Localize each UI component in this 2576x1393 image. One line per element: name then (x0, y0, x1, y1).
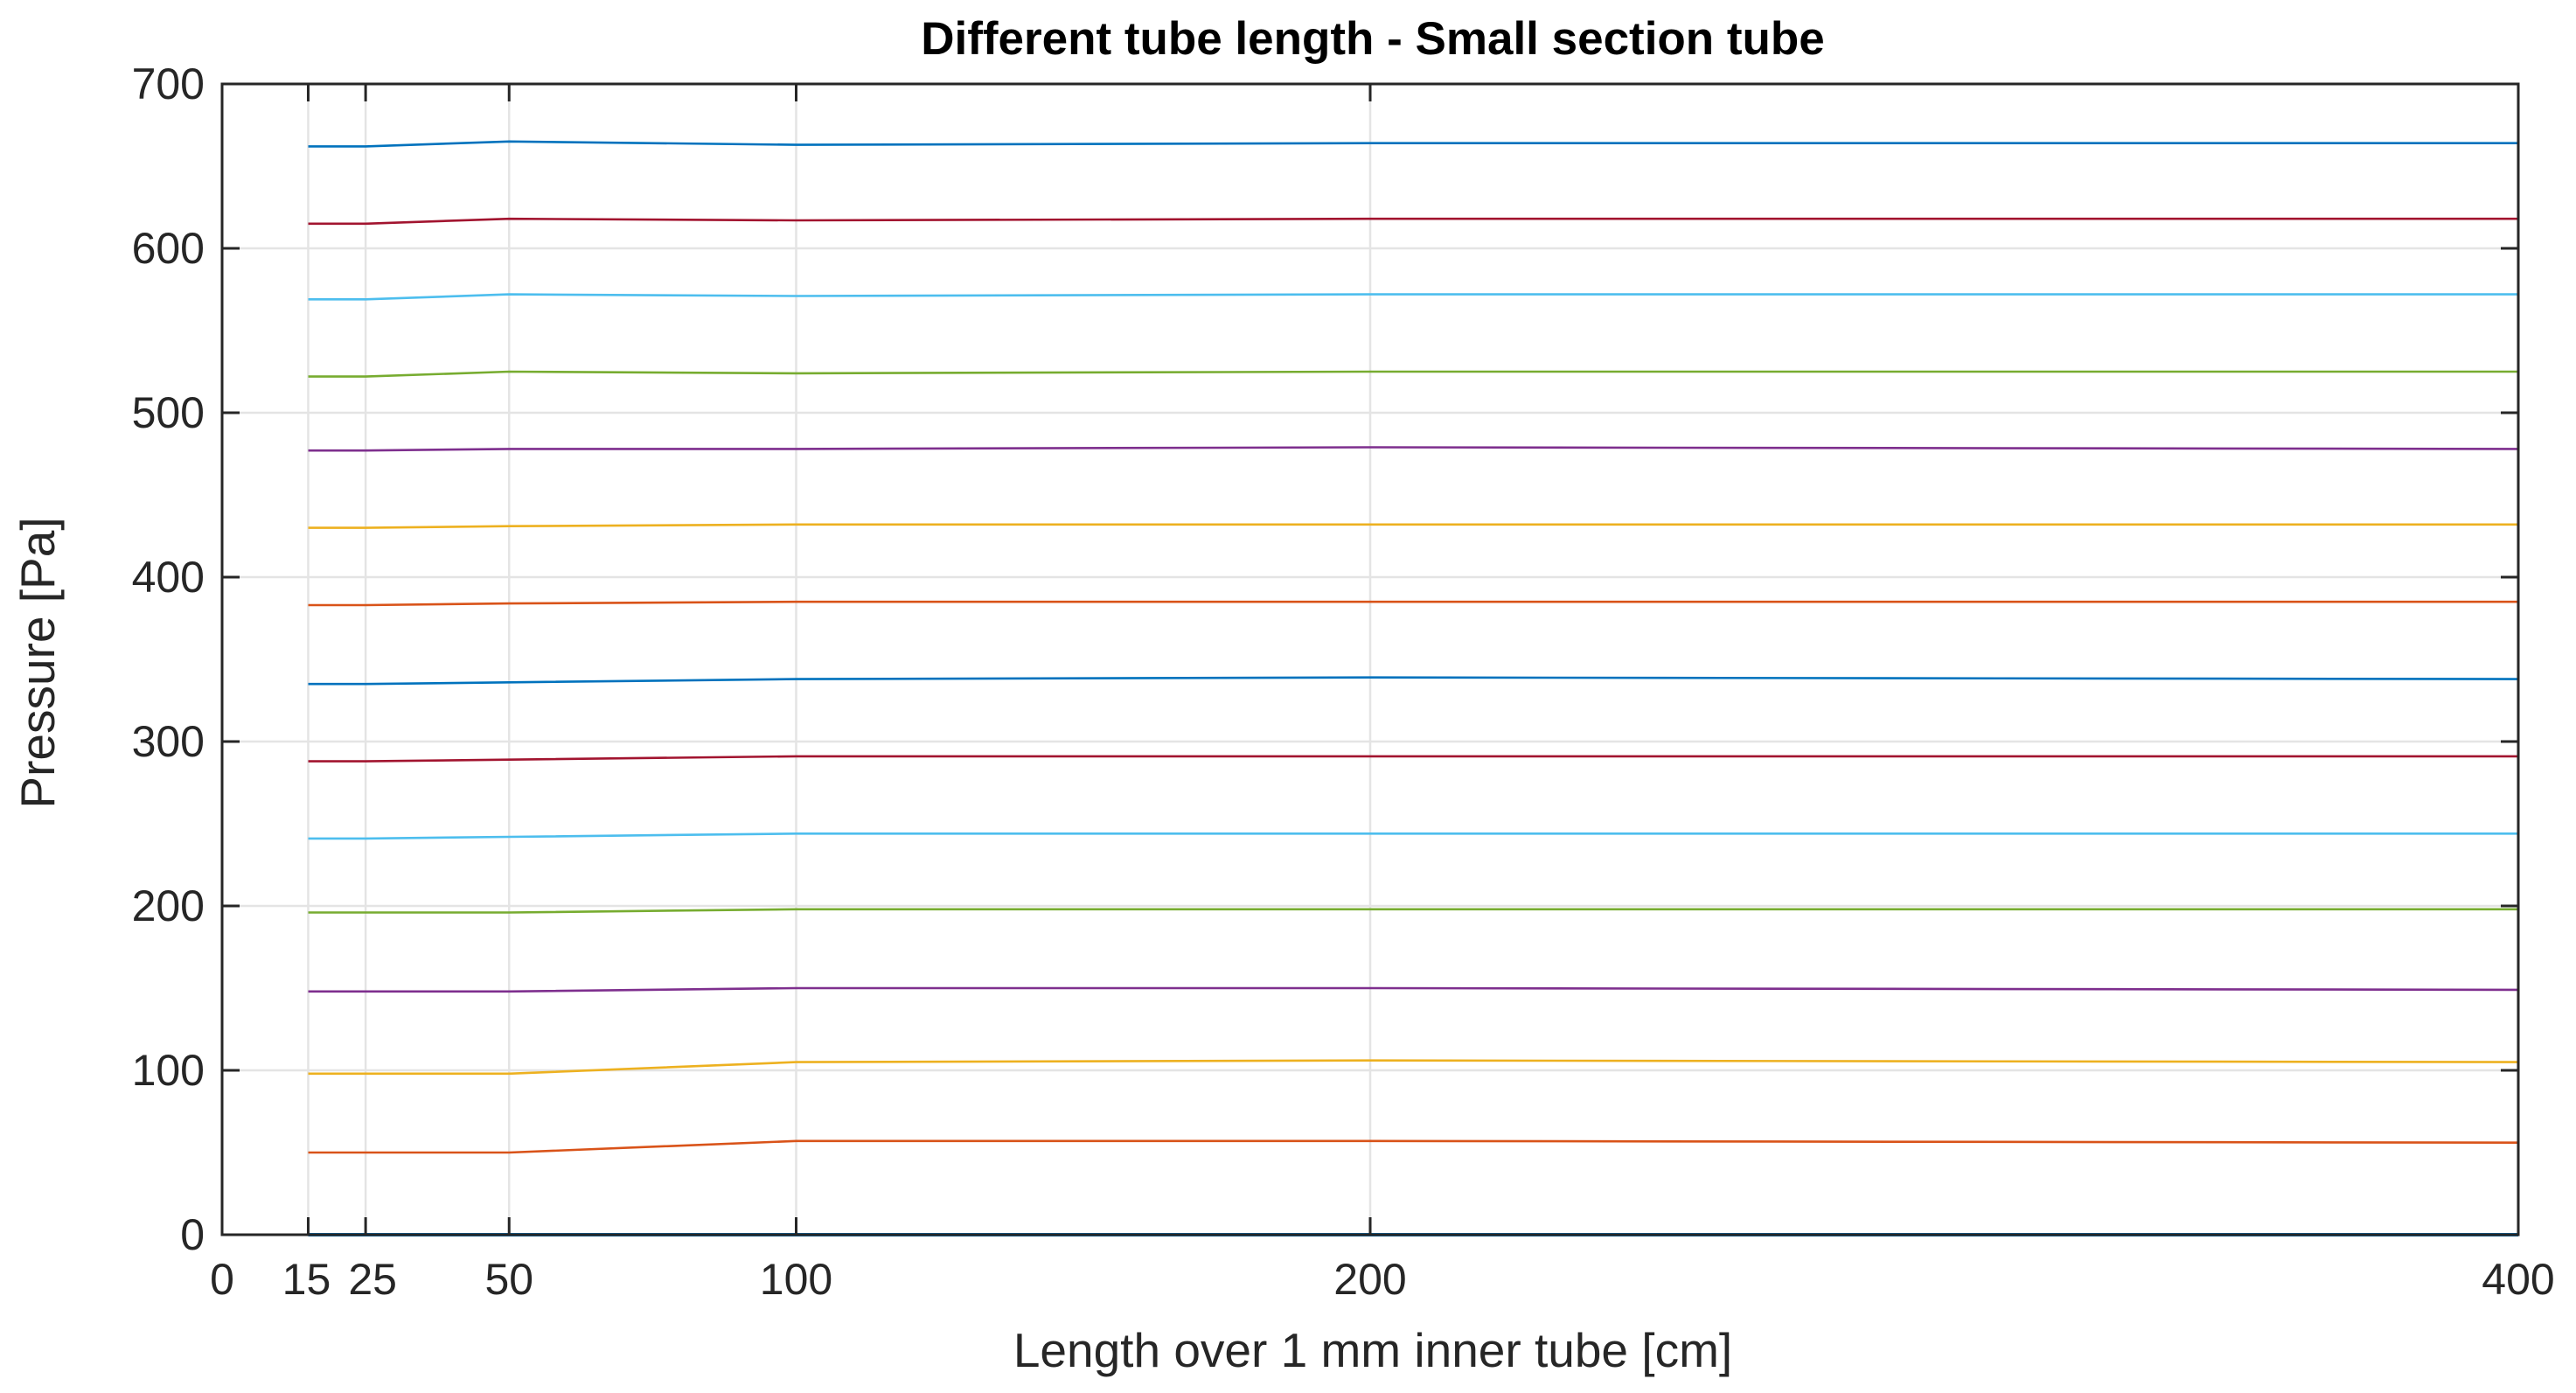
plot-area: 0 100 200 300 400 500 600 700 0 15 25 50 100 200 400 (132, 59, 2555, 1304)
series-line-10 (308, 523, 2518, 529)
series-line-3 (308, 1059, 2519, 1076)
x-tick-label-200: 200 (1333, 1255, 1406, 1304)
x-tick-label-50: 50 (484, 1255, 533, 1304)
x-tick-label-25: 25 (348, 1255, 397, 1304)
y-tick-label-0: 0 (180, 1210, 205, 1259)
y-tick-label-200: 200 (132, 881, 205, 930)
y-tick-label-400: 400 (132, 553, 205, 602)
series-line-9 (308, 600, 2518, 607)
y-tick-label-600: 600 (132, 224, 205, 273)
series-line-4 (308, 986, 2519, 993)
series-line-5 (308, 908, 2518, 914)
series-line-6 (308, 832, 2518, 840)
series-line-13 (308, 293, 2518, 301)
y-axis-label: Pressure [Pa] (10, 517, 65, 808)
x-tick-label-15: 15 (282, 1255, 331, 1304)
y-tick-label-700: 700 (132, 59, 205, 108)
x-tick-label-100: 100 (760, 1255, 832, 1304)
series-line-7 (308, 755, 2518, 763)
x-tick-label-400: 400 (2482, 1255, 2554, 1304)
series-line-15 (308, 140, 2518, 148)
x-axis-label: Length over 1 mm inner tube [cm] (1013, 1323, 1732, 1377)
series-line-12 (308, 370, 2518, 378)
series-line-8 (308, 676, 2519, 686)
y-tick-label-500: 500 (132, 388, 205, 437)
series-line-14 (308, 217, 2518, 226)
chart-title: Different tube length - Small section tu… (921, 13, 1825, 65)
y-tick-label-300: 300 (132, 717, 205, 766)
series-line-2 (308, 1139, 2519, 1154)
series-line-11 (308, 446, 2519, 452)
x-tick-label-0: 0 (210, 1255, 234, 1304)
y-tick-label-100: 100 (132, 1046, 205, 1095)
